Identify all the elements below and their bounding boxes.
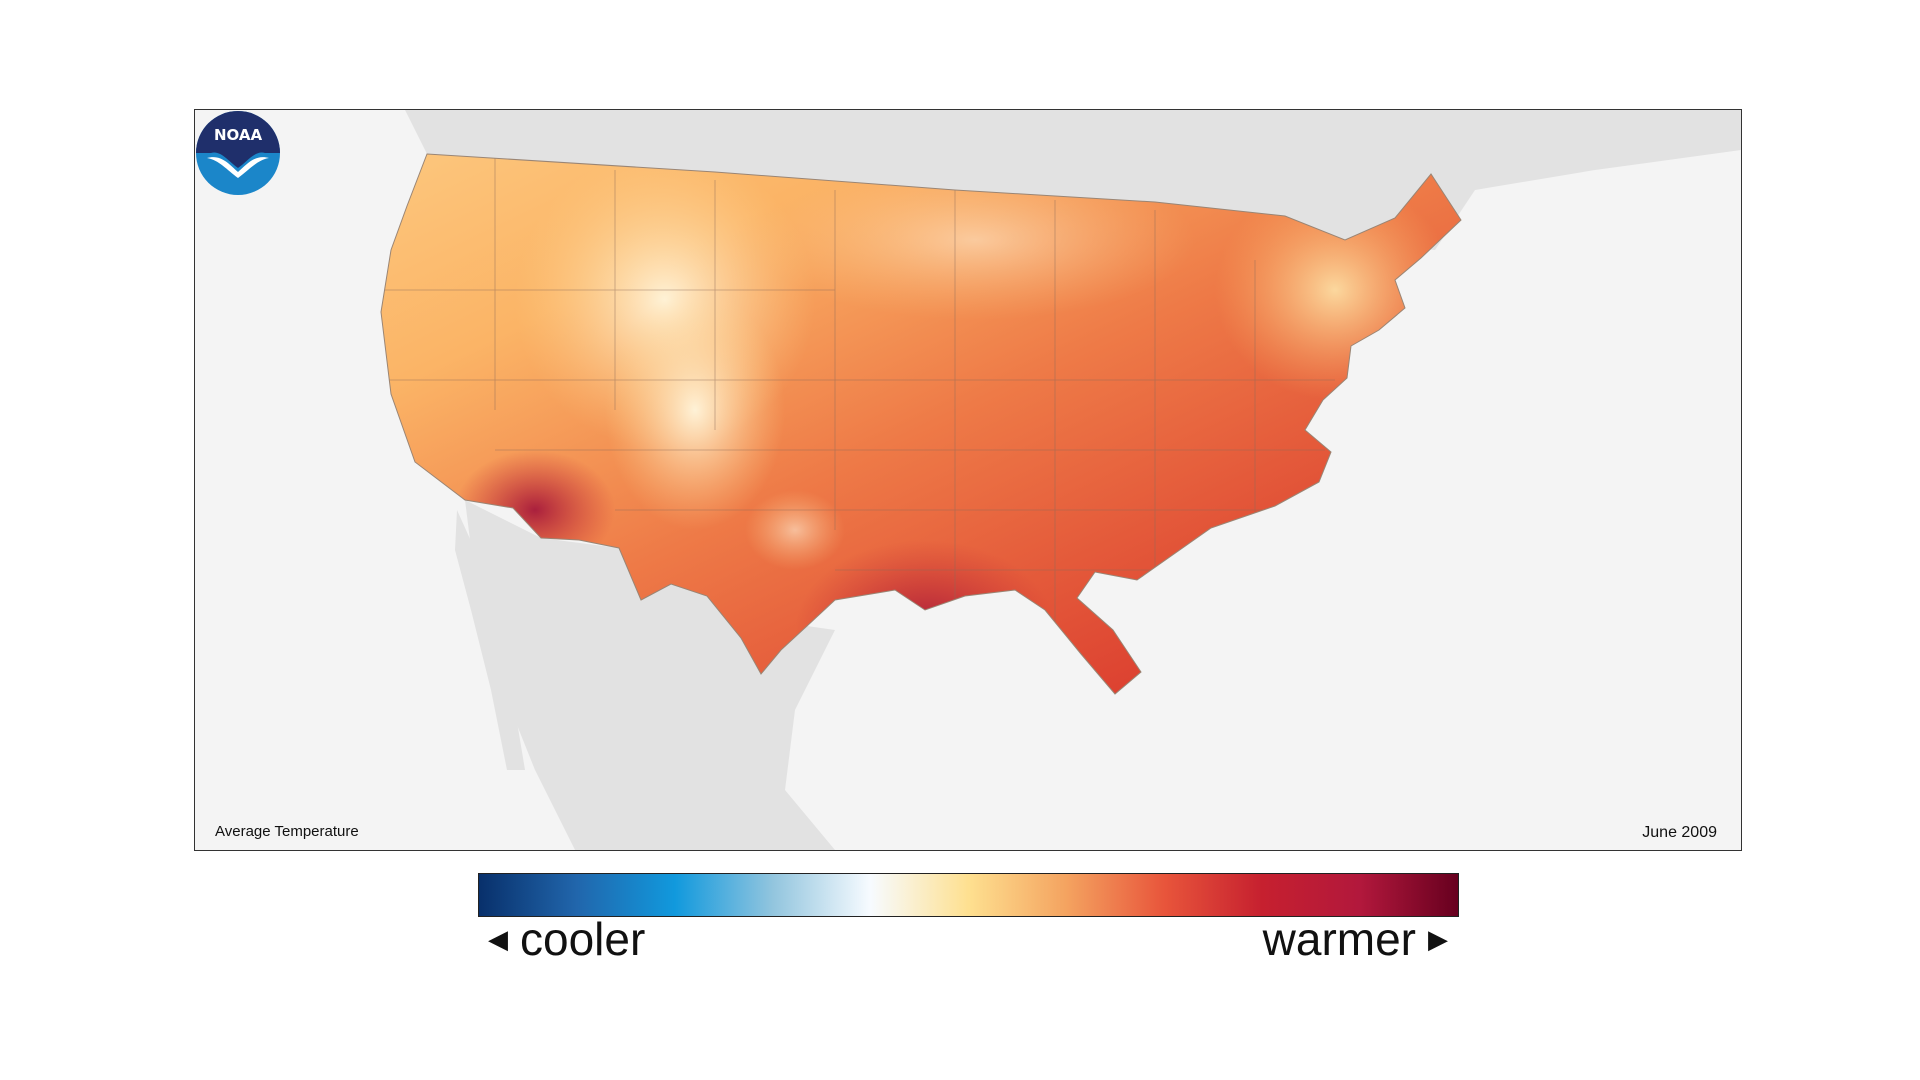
cooler-text: cooler — [520, 913, 646, 965]
triangle-left-icon: ◀ — [488, 923, 508, 954]
us-temperature-field — [381, 154, 1461, 694]
map-graphic — [380, 110, 1741, 850]
cooler-legend-label: ◀ cooler — [488, 912, 645, 966]
noaa-logo-icon: NOAA — [196, 111, 280, 195]
mexico-land — [465, 500, 835, 850]
temperature-color-scale — [478, 873, 1459, 917]
map-date: June 2009 — [1642, 824, 1717, 841]
temperature-map: Average Temperature June 2009 NOAA — [194, 109, 1742, 851]
warmer-legend-label: warmer ▶ — [1263, 912, 1448, 966]
warmer-text: warmer — [1262, 913, 1416, 965]
map-title: Average Temperature — [215, 823, 359, 840]
state-borders — [385, 154, 1335, 670]
logo-text: NOAA — [214, 126, 263, 144]
triangle-right-icon: ▶ — [1428, 923, 1448, 954]
baja-peninsula — [455, 510, 525, 770]
